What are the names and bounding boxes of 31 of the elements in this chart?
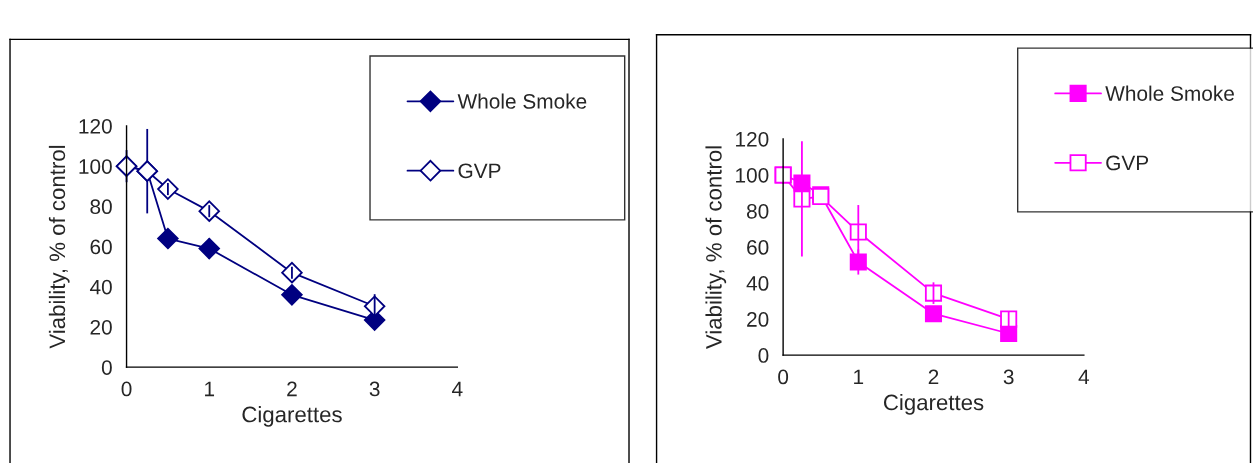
y-tick-label: 40 [89,279,112,295]
x-tick-label: 3 [1003,369,1014,385]
legend-label: Whole Smoke [1105,85,1234,101]
x-tick-label: 3 [369,381,380,397]
legend-label: GVP [1106,155,1149,171]
y-tick-label: 60 [747,240,769,255]
y-tick-label: 20 [747,312,769,327]
y-tick-label: 20 [90,319,112,335]
y-tick-label: 80 [746,203,769,219]
x-axis-title: Cigarettes [883,393,984,415]
x-tick-label: 4 [1078,369,1090,385]
x-tick-label: 0 [121,381,132,397]
legend-label: Whole Smoke [457,93,587,109]
y-tick-label: 100 [79,159,112,174]
y-tick-label: 60 [90,239,112,255]
x-axis-title: Cigarettes [242,406,342,427]
y-axis-title: Viability, % of control [48,145,70,349]
y-tick-label: 120 [79,118,112,134]
x-tick-label: 2 [287,381,297,397]
y-tick-label: 80 [90,199,112,215]
y-tick-label: 120 [736,131,769,147]
y-tick-label: 40 [746,276,769,291]
legend-label: GVP [458,163,501,179]
x-tick-label: 1 [854,369,864,385]
x-tick-label: 2 [928,369,939,385]
x-tick-label: 4 [452,381,463,397]
y-tick-label: 0 [758,348,769,363]
x-tick-label: 1 [205,381,215,397]
x-tick-label: 0 [778,369,789,385]
y-tick-label: 100 [736,167,769,183]
y-axis-title: Viability, % of control [705,146,727,350]
